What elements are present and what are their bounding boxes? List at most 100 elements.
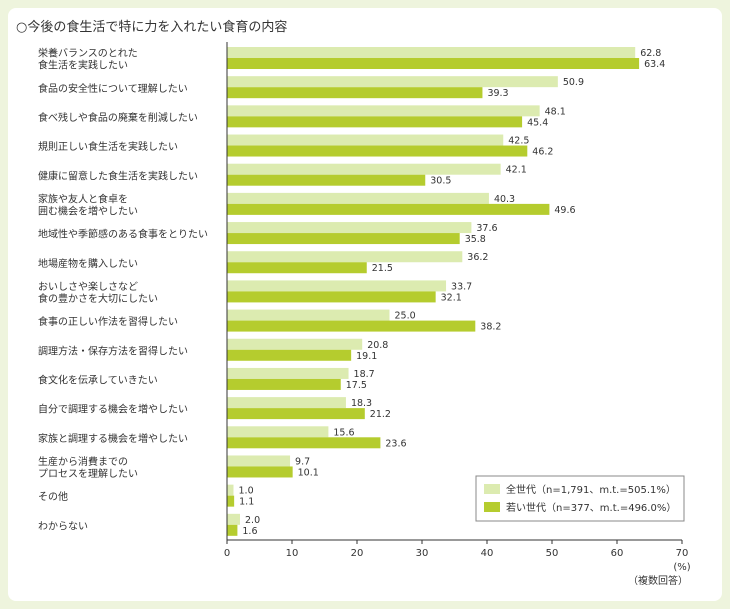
bar-all-generations: [227, 134, 504, 146]
bar-all-generations: [227, 367, 349, 379]
bar-young-generation: [227, 437, 381, 449]
bar-young-generation: [227, 87, 483, 99]
x-tick-label: 50: [546, 548, 559, 559]
bar-all-generations: [227, 105, 540, 117]
data-label: 36.2: [467, 252, 488, 263]
x-tick-label: 40: [481, 548, 494, 559]
legend-box: [475, 475, 685, 522]
data-label: 63.4: [644, 59, 665, 70]
bar-young-generation: [227, 58, 640, 69]
data-label: 35.8: [465, 234, 486, 245]
category-label: 自分で調理する機会を増やしたい: [38, 403, 188, 416]
bar-all-generations: [227, 192, 489, 204]
bar-young-generation: [227, 145, 528, 157]
category-label: プロセスを理解したい: [38, 467, 138, 480]
data-label: 42.5: [508, 136, 529, 147]
bar-all-generations: [227, 280, 447, 292]
bar-all-generations: [227, 47, 636, 58]
bar-all-generations: [227, 222, 472, 234]
category-label: 食生活を実践したい: [38, 59, 128, 72]
category-label: 家族と調理する機会を増やしたい: [38, 432, 188, 445]
bar-all-generations: [227, 455, 291, 467]
x-tick-label: 30: [416, 548, 429, 559]
x-tick-label: 0: [224, 548, 230, 559]
category-label: 生産から消費までの: [38, 455, 128, 468]
bar-young-generation: [227, 495, 235, 507]
bar-all-generations: [227, 76, 558, 88]
data-label: 50.9: [563, 77, 584, 88]
bar-young-generation: [227, 233, 460, 245]
bar-young-generation: [227, 116, 523, 128]
data-label: 25.0: [395, 311, 416, 322]
category-label: 食べ残しや食品の廃棄を削減したい: [38, 111, 198, 124]
data-label: 17.5: [346, 380, 367, 391]
category-label: 地域性や季節感のある食事をとりたい: [38, 228, 208, 241]
category-label: 食の豊かさを大切にしたい: [38, 292, 158, 305]
category-label: 食品の安全性について理解したい: [38, 82, 188, 95]
data-label: 1.0: [239, 486, 254, 497]
data-label: 46.2: [532, 147, 553, 158]
x-tick-label: 10: [286, 548, 299, 559]
x-tick-label: 60: [611, 548, 624, 559]
data-label: 62.8: [640, 48, 661, 59]
category-label: 食文化を伝承していきたい: [38, 374, 158, 387]
category-label: わからない: [38, 520, 88, 532]
bar-young-generation: [227, 408, 365, 420]
category-label: おいしさや楽しさなど: [38, 280, 138, 293]
category-label: 規則正しい食生活を実践したい: [38, 140, 178, 153]
data-label: 40.3: [494, 194, 515, 205]
data-label: 21.5: [372, 263, 393, 274]
bar-young-generation: [227, 466, 293, 478]
data-label: 33.7: [451, 281, 472, 292]
bar-young-generation: [227, 378, 341, 390]
bar-all-generations: [227, 397, 346, 409]
data-label: 32.1: [441, 292, 462, 303]
bar-young-generation: [227, 262, 367, 274]
data-label: 19.1: [356, 351, 377, 362]
data-label: 2.0: [245, 515, 260, 526]
x-tick-label: 70: [676, 548, 689, 559]
bar-all-generations: [227, 251, 463, 263]
bar-all-generations: [227, 163, 501, 175]
data-label: 1.1: [239, 497, 254, 508]
bar-young-generation: [227, 320, 476, 332]
chart-title: ○今後の食生活で特に力を入れたい食育の内容: [16, 20, 288, 35]
data-label: 49.6: [554, 205, 575, 216]
data-label: 30.5: [430, 176, 451, 187]
data-label: 37.6: [476, 223, 497, 234]
category-label: 健康に留意した食生活を実践したい: [38, 169, 198, 182]
category-label: 囲む機会を増やしたい: [38, 204, 138, 217]
note-label: （複数回答）: [628, 574, 688, 587]
data-label: 18.7: [354, 369, 375, 380]
legend-label: 全世代（n=1,791、m.t.=505.1%）: [506, 483, 676, 496]
category-label: 地場産物を購入したい: [38, 257, 138, 270]
unit-label: (%): [673, 562, 690, 573]
data-label: 9.7: [295, 456, 310, 467]
legend-swatch: [484, 502, 500, 512]
category-label: 食事の正しい作法を習得したい: [38, 315, 178, 328]
data-label: 21.2: [370, 409, 391, 420]
bar-all-generations: [227, 513, 240, 525]
bar-all-generations: [227, 426, 329, 438]
bar-young-generation: [227, 174, 426, 186]
bar-young-generation: [227, 203, 550, 215]
data-label: 18.3: [351, 398, 372, 409]
data-label: 48.1: [545, 106, 566, 117]
data-label: 42.1: [506, 165, 527, 176]
data-label: 10.1: [298, 467, 319, 478]
data-label: 23.6: [385, 438, 406, 449]
legend-swatch: [484, 484, 500, 494]
category-label: 栄養バランスのとれた: [38, 47, 138, 60]
data-label: 15.6: [333, 427, 354, 438]
data-label: 1.6: [242, 526, 257, 537]
x-tick-label: 20: [351, 548, 364, 559]
bar-young-generation: [227, 524, 238, 536]
bar-young-generation: [227, 291, 436, 303]
bar-young-generation: [227, 349, 352, 361]
bar-all-generations: [227, 338, 363, 350]
legend-label: 若い世代（n=377、m.t.=496.0%）: [506, 501, 676, 514]
data-label: 39.3: [487, 88, 508, 99]
data-label: 20.8: [367, 340, 388, 351]
bar-all-generations: [227, 484, 234, 496]
